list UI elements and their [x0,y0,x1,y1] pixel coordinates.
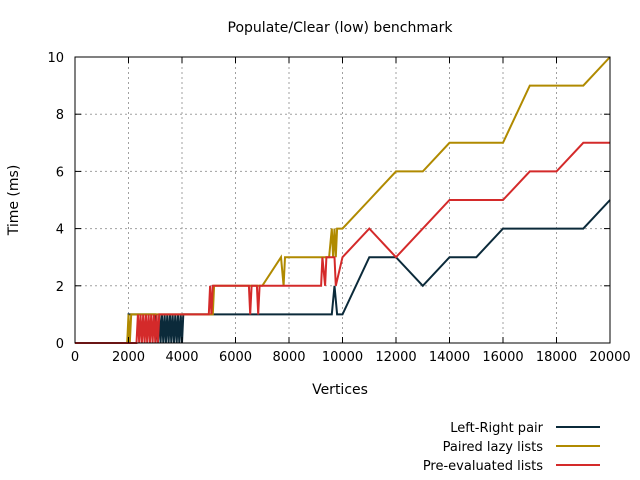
x-tick-label: 6000 [219,350,252,365]
chart-title: Populate/Clear (low) benchmark [228,20,454,36]
axis-ticks [74,56,611,344]
legend-label: Paired lazy lists [443,440,544,455]
x-tick-label: 14000 [429,350,470,365]
series-line-2 [75,141,610,344]
x-tick-label: 4000 [165,350,198,365]
legend-label: Pre-evaluated lists [423,459,543,474]
y-axis-label: Time (ms) [6,165,22,237]
legend-label: Left-Right pair [450,421,543,436]
x-tick-label: 16000 [482,350,523,365]
y-tick-label: 8 [56,108,64,123]
series-lines [75,56,611,344]
x-tick-label: 20000 [589,350,630,365]
legend: Left-Right pair Paired lazy lists Pre-eval… [423,421,600,474]
x-tick-label: 18000 [536,350,577,365]
x-tick-label: 12000 [375,350,416,365]
x-tick-label: 8000 [272,350,305,365]
x-tick-labels: 0 2000 4000 6000 8000 10000 12000 14000 16000 180… [71,350,631,365]
grid-lines [75,57,610,343]
y-tick-label: 2 [56,280,64,295]
x-tick-label: 10000 [322,350,363,365]
y-tick-label: 6 [56,165,64,180]
y-tick-label: 10 [47,51,64,66]
y-tick-label: 4 [56,223,64,238]
y-tick-label: 0 [56,337,64,352]
x-axis-label: Vertices [312,382,368,398]
series-line-1 [75,56,611,344]
plot-frame [74,56,611,344]
series-line-0 [75,199,611,344]
x-tick-label: 2000 [112,350,145,365]
y-tick-labels: 0 2 4 6 8 10 [47,51,64,352]
x-tick-label: 0 [71,350,79,365]
